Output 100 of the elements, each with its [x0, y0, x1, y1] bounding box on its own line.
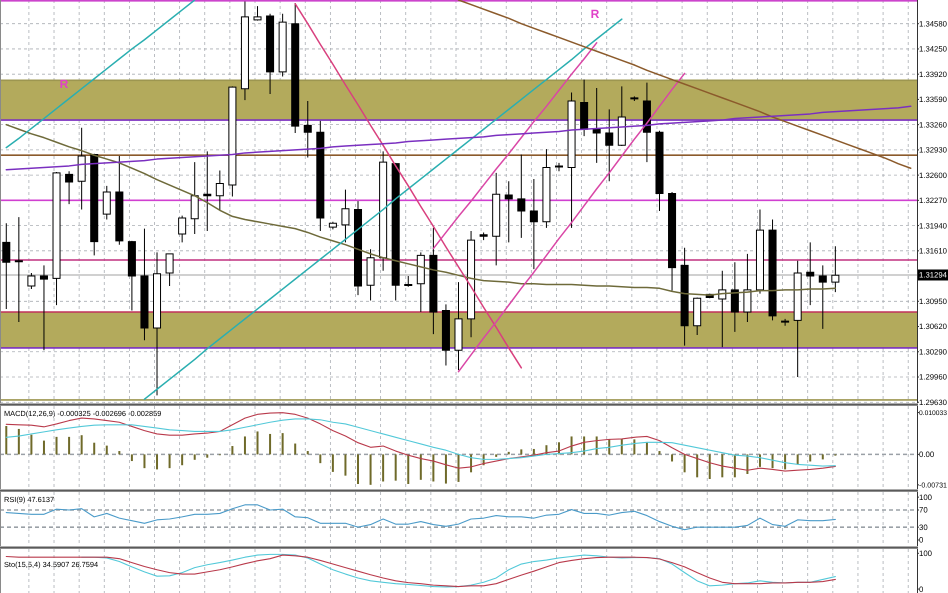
- bar: [93, 442, 96, 454]
- candlestick: [379, 150, 388, 272]
- candlestick: [341, 189, 350, 243]
- bar: [658, 451, 660, 454]
- line-series: [6, 124, 836, 296]
- candlestick: [40, 264, 48, 351]
- candlestick: [756, 209, 764, 294]
- candlestick: [278, 13, 287, 77]
- candlestick: [102, 185, 111, 220]
- candlestick: [115, 156, 124, 246]
- bar: [671, 454, 674, 462]
- candlestick: [642, 82, 651, 163]
- candlestick: [504, 180, 513, 243]
- line-series: [432, 42, 598, 250]
- bar: [18, 428, 20, 454]
- bar: [646, 442, 648, 454]
- candlestick: [328, 221, 337, 230]
- line-series: [6, 0, 196, 148]
- candlestick: [140, 228, 148, 341]
- bar: [696, 454, 698, 478]
- bar: [118, 451, 120, 454]
- candlestick: [203, 150, 212, 232]
- candlestick: [240, 1, 249, 101]
- candlestick: [618, 86, 626, 147]
- bar: [796, 454, 799, 464]
- candlestick: [90, 153, 98, 256]
- candlestick: [768, 218, 777, 321]
- candlestick: [794, 260, 802, 378]
- bar: [143, 454, 146, 468]
- bar: [269, 434, 272, 454]
- candlestick: [216, 170, 224, 211]
- bar: [80, 435, 83, 454]
- bar: [231, 446, 234, 454]
- bar: [809, 454, 812, 462]
- line-series: [6, 412, 836, 472]
- bar: [508, 452, 510, 454]
- bar: [56, 436, 58, 454]
- bar: [784, 454, 786, 470]
- candlestick: [718, 270, 726, 348]
- candlestick: [253, 6, 262, 22]
- bar: [370, 454, 372, 485]
- candlestick: [291, 2, 300, 134]
- bar: [106, 446, 108, 454]
- candlestick: [442, 304, 450, 366]
- bar: [181, 454, 184, 466]
- candlestick: [429, 227, 438, 335]
- candlestick: [743, 253, 752, 322]
- candlestick: [128, 240, 136, 311]
- bar: [332, 454, 334, 472]
- candlestick: [454, 282, 463, 371]
- line-series: [6, 504, 836, 530]
- candlestick: [467, 230, 476, 338]
- candlestick: [178, 215, 186, 243]
- bar: [708, 454, 711, 479]
- candlestick: [354, 200, 362, 296]
- bar: [382, 454, 384, 482]
- candlestick: [568, 92, 576, 228]
- bar: [721, 454, 724, 478]
- bar: [420, 454, 422, 480]
- bar: [520, 449, 522, 454]
- candlestick: [2, 222, 10, 310]
- bar: [42, 440, 45, 454]
- bar: [407, 454, 410, 484]
- candlestick: [592, 87, 601, 164]
- candlestick: [52, 172, 61, 306]
- bar: [772, 454, 774, 468]
- candlestick: [668, 191, 676, 292]
- candlestick: [366, 248, 375, 302]
- candlestick: [781, 318, 790, 326]
- candlestick: [190, 162, 199, 234]
- candlestick: [14, 216, 23, 322]
- bar: [495, 454, 498, 457]
- candlestick: [806, 242, 814, 306]
- bar: [344, 454, 346, 476]
- bar: [458, 454, 460, 482]
- bar: [68, 436, 70, 454]
- candlestick: [730, 262, 739, 332]
- bar: [306, 451, 309, 454]
- annotation: R: [590, 7, 600, 21]
- bar: [444, 454, 447, 484]
- candlestick: [605, 108, 614, 182]
- bar: [394, 454, 397, 481]
- bar: [244, 436, 246, 454]
- line-series: [458, 72, 686, 372]
- bar: [282, 433, 284, 454]
- candlestick: [228, 86, 236, 198]
- candlestick: [630, 96, 638, 102]
- candlestick: [65, 170, 74, 205]
- candlestick: [530, 178, 538, 270]
- candlestick: [153, 252, 162, 396]
- candlestick: [27, 272, 36, 290]
- candlestick: [166, 253, 174, 286]
- bar: [194, 454, 196, 460]
- bar: [156, 454, 158, 470]
- candlestick: [542, 148, 550, 228]
- bar: [30, 434, 32, 454]
- bar: [256, 431, 259, 454]
- candlestick: [554, 162, 564, 172]
- candlestick: [266, 13, 274, 95]
- bar: [633, 439, 636, 454]
